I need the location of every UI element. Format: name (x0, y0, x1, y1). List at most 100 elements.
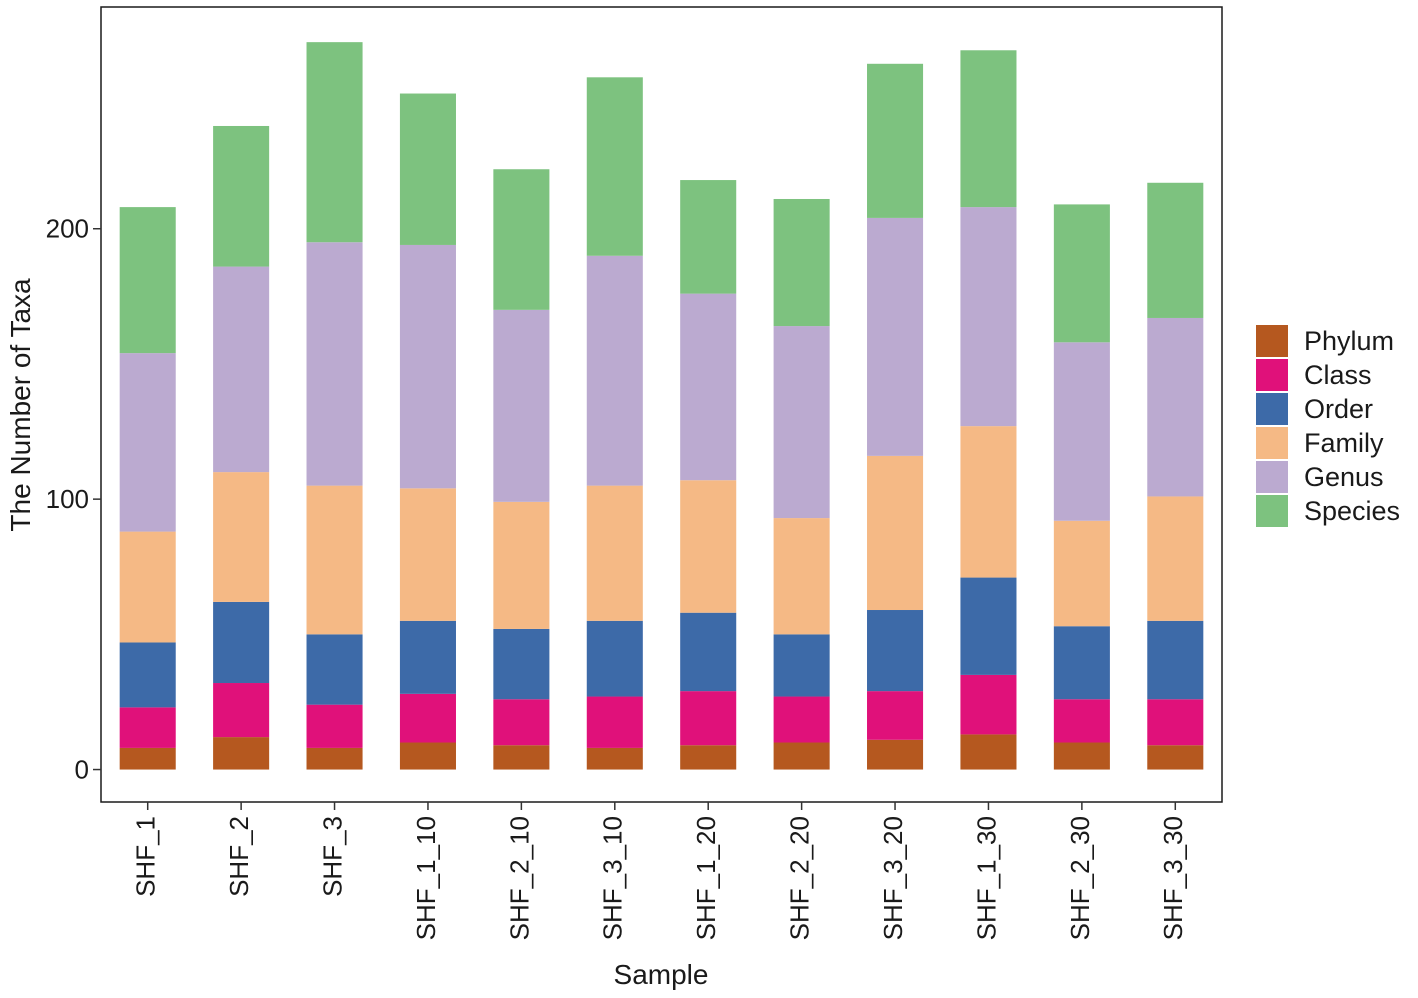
legend-swatch-family (1256, 427, 1288, 459)
bar-segment-genus (680, 293, 737, 481)
bar-segment-family (960, 426, 1017, 578)
bar-segment-order (1147, 620, 1204, 700)
legend-label-phylum: Phylum (1304, 326, 1394, 356)
x-tick-label: SHF_2 (224, 816, 254, 897)
legend: Phylum Class Order Family Genus Species (1256, 325, 1400, 527)
x-axis-title: Sample (614, 959, 709, 990)
bar-segment-family (306, 485, 363, 635)
x-tick-label: SHF_1 (131, 816, 161, 897)
bar-segment-order (1053, 626, 1110, 700)
bar-segment-phylum (680, 745, 737, 770)
bar-segment-phylum (119, 747, 176, 770)
bar-segment-family (213, 472, 270, 602)
bar-segment-order (493, 628, 550, 700)
bar-segment-genus (960, 207, 1017, 427)
legend-swatch-order (1256, 393, 1288, 425)
bar-segment-genus (493, 309, 550, 502)
bar-segment-class (306, 704, 363, 748)
bar-segment-phylum (493, 745, 550, 770)
legend-label-genus: Genus (1304, 462, 1384, 492)
y-tick-label: 100 (46, 484, 89, 514)
x-tick-label: SHF_3_10 (598, 816, 628, 940)
bar-segment-order (119, 642, 176, 708)
bar-segment-class (867, 691, 924, 740)
bar-segment-genus (773, 326, 830, 519)
bar-segment-species (867, 63, 924, 218)
bar-segment-class (399, 693, 456, 743)
bar-segment-class (213, 683, 270, 738)
bar-segment-order (306, 634, 363, 705)
bar-segment-family (680, 480, 737, 613)
bar-segment-genus (1147, 317, 1204, 497)
bar-segment-order (586, 620, 643, 697)
bar-segment-phylum (213, 737, 270, 770)
bar-segment-phylum (867, 739, 924, 770)
bar-segment-phylum (1053, 742, 1110, 770)
bar-segment-order (213, 601, 270, 684)
bar-segment-species (1053, 204, 1110, 343)
bar-segment-class (586, 696, 643, 748)
bar-segment-phylum (1147, 745, 1204, 770)
bar-segment-phylum (399, 742, 456, 770)
y-tick-label: 200 (46, 214, 89, 244)
x-tick-label: SHF_3 (317, 816, 347, 897)
bar-segment-family (773, 518, 830, 635)
bar-segment-class (960, 674, 1017, 735)
bar-segment-class (119, 707, 176, 748)
bar-segment-genus (306, 242, 363, 486)
bar-segment-species (306, 42, 363, 243)
bar-segment-species (399, 93, 456, 245)
legend-label-class: Class (1304, 360, 1372, 390)
bar-segment-family (119, 531, 176, 643)
bar-segment-genus (1053, 342, 1110, 521)
bar-segment-family (1053, 520, 1110, 627)
bar-segment-phylum (773, 742, 830, 770)
y-axis-title: The Number of Taxa (5, 278, 36, 532)
bar-segment-class (1053, 699, 1110, 743)
legend-label-order: Order (1304, 394, 1373, 424)
bar-segment-species (680, 180, 737, 294)
bar-segment-family (1147, 496, 1204, 621)
bar-segment-species (213, 125, 270, 267)
bar-segment-phylum (960, 734, 1017, 770)
bar-segment-order (399, 620, 456, 694)
bar-segment-species (586, 77, 643, 256)
x-tick-label: SHF_3_30 (1158, 816, 1188, 940)
bar-segment-phylum (586, 747, 643, 770)
bar-segment-order (680, 612, 737, 692)
bar-segment-class (493, 699, 550, 746)
legend-label-family: Family (1304, 428, 1384, 458)
x-tick-label: SHF_3_20 (878, 816, 908, 940)
bar-segment-genus (867, 217, 924, 456)
bar-segment-genus (119, 353, 176, 532)
bar-segment-class (680, 691, 737, 746)
plot-panel (100, 6, 1223, 803)
y-axis: 0 100 200 (46, 214, 101, 785)
x-tick-label: SHF_2_10 (504, 816, 534, 940)
x-tick-label: SHF_1_10 (411, 816, 441, 940)
bar-segment-species (960, 50, 1017, 208)
bar-segment-family (586, 485, 643, 621)
bar-segment-order (960, 577, 1017, 675)
x-tick-label: SHF_2_20 (785, 816, 815, 940)
bar-segment-species (119, 207, 176, 354)
legend-swatch-phylum (1256, 325, 1288, 357)
bar-segment-species (773, 198, 830, 327)
bar-segment-species (1147, 182, 1204, 318)
bar-segment-genus (399, 244, 456, 489)
bar-segment-family (399, 488, 456, 621)
bar-segment-genus (586, 255, 643, 486)
bar-segment-order (867, 610, 924, 692)
legend-swatch-genus (1256, 461, 1288, 493)
x-tick-label: SHF_2_30 (1065, 816, 1095, 940)
bar-segment-family (493, 501, 550, 629)
bar-segment-species (493, 169, 550, 310)
bar-segment-phylum (306, 747, 363, 770)
bar-segment-class (773, 696, 830, 743)
legend-swatch-class (1256, 359, 1288, 391)
x-tick-label: SHF_1_20 (691, 816, 721, 940)
bar-segment-genus (213, 266, 270, 473)
bar-segment-order (773, 634, 830, 697)
bars-layer (119, 42, 1204, 770)
